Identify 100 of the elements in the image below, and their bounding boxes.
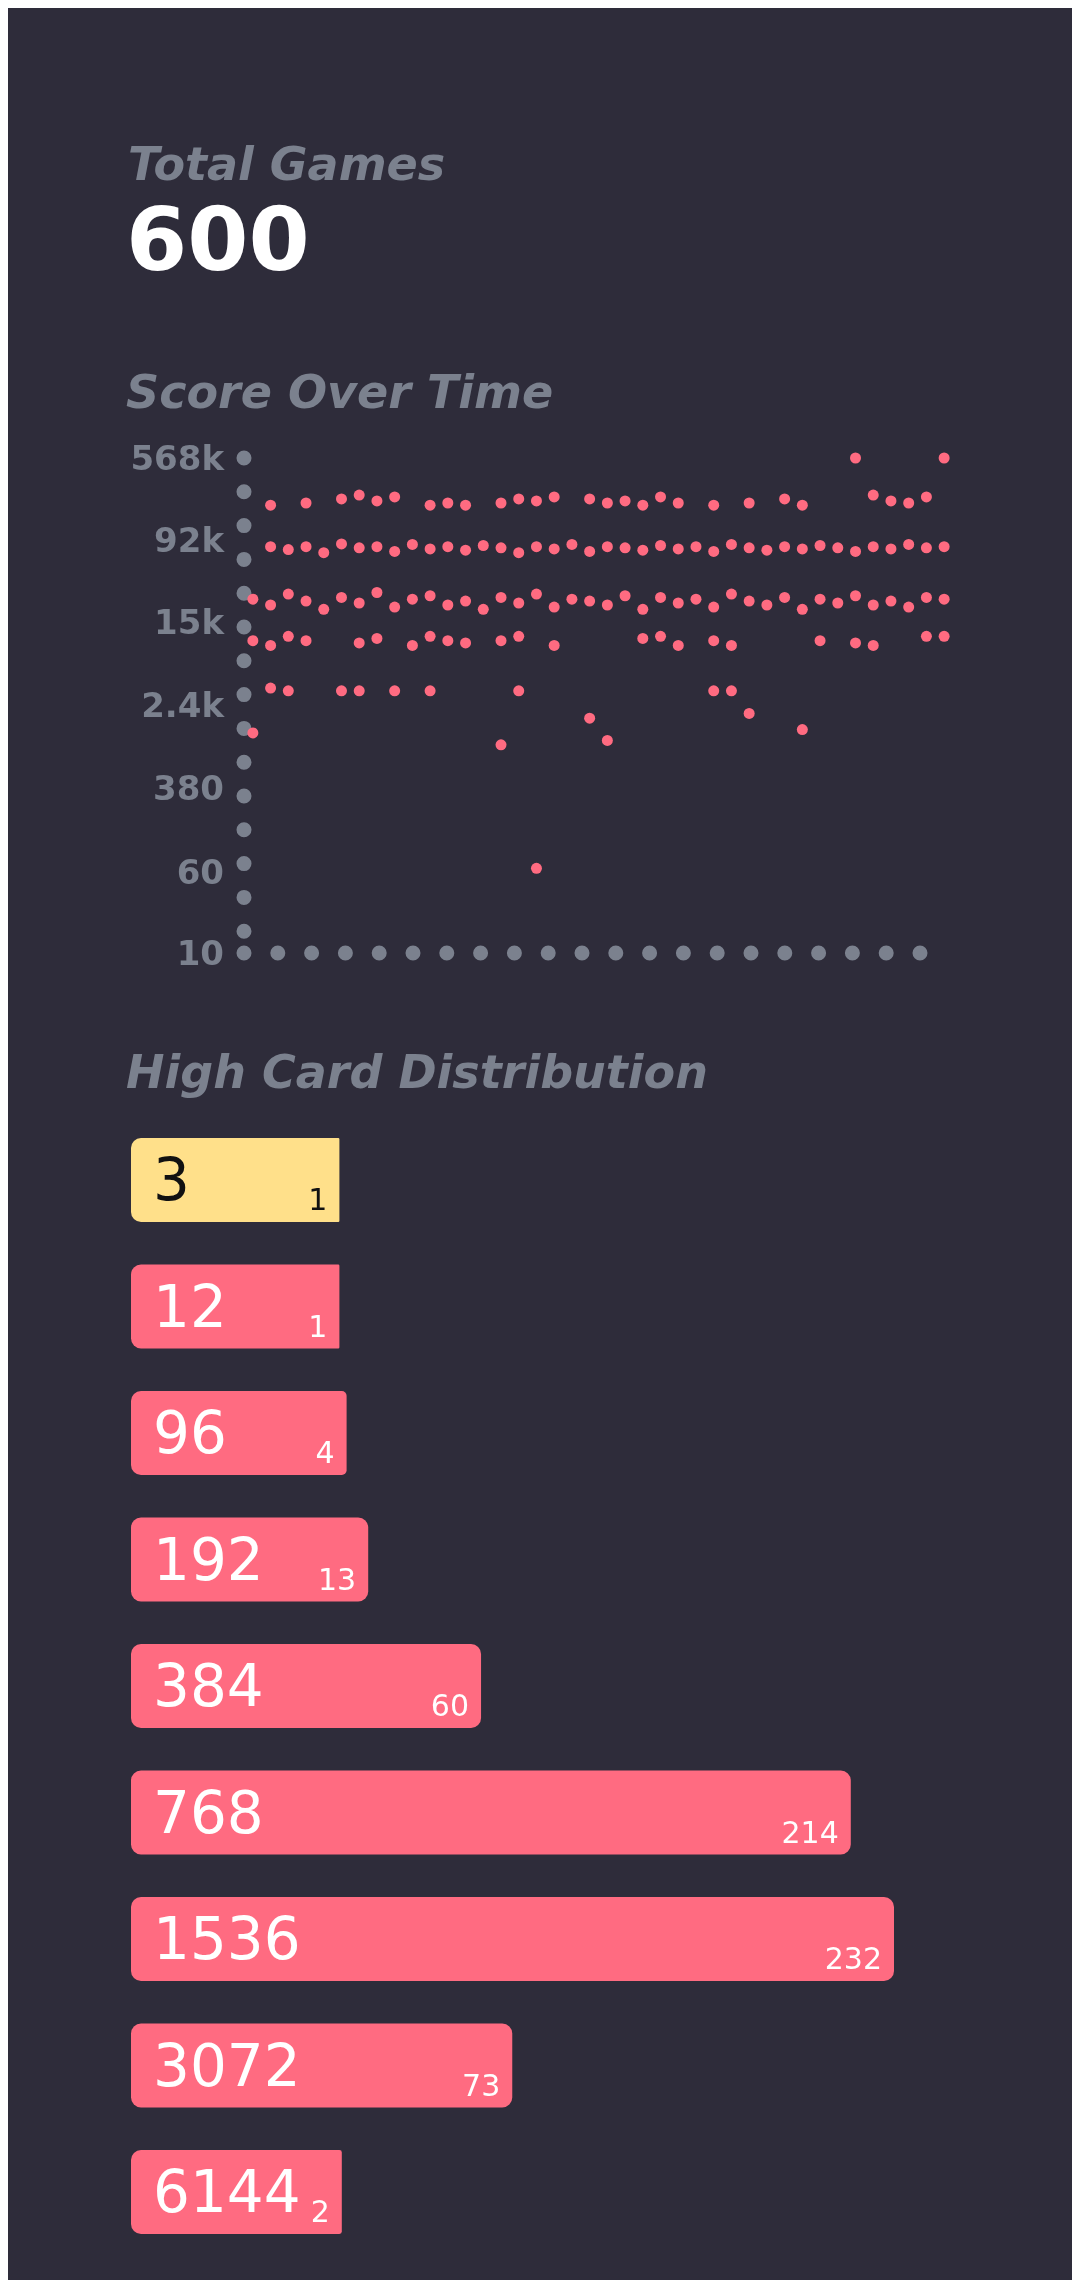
point [389, 545, 401, 557]
point [548, 491, 560, 503]
point [424, 630, 436, 642]
point [300, 497, 312, 509]
point [601, 734, 613, 746]
point [672, 543, 684, 555]
point [548, 601, 560, 613]
point [530, 588, 542, 600]
point [318, 547, 330, 559]
point [584, 595, 596, 607]
point [761, 544, 773, 556]
point [779, 493, 791, 505]
point [708, 545, 720, 557]
y-tick-label: 2.4k [141, 685, 226, 726]
point [796, 543, 808, 555]
y-tick-label: 10 [176, 932, 224, 973]
data-label: 1 [308, 1182, 328, 1217]
point [850, 545, 862, 557]
point [637, 632, 649, 644]
point [460, 544, 472, 556]
y-tick-label: 96 [153, 1399, 227, 1467]
point [850, 637, 862, 649]
point [655, 540, 667, 552]
point [371, 541, 383, 553]
point [353, 685, 365, 697]
point [495, 635, 507, 647]
point [265, 499, 277, 511]
point [389, 601, 401, 613]
point [708, 685, 720, 697]
point [690, 541, 702, 553]
point [371, 495, 383, 507]
point [584, 545, 596, 557]
point [548, 639, 560, 651]
point [672, 597, 684, 609]
y-tick-label: 6144 [153, 2158, 301, 2226]
point [265, 541, 277, 553]
point [513, 685, 525, 697]
point [938, 630, 950, 642]
y-tick-label: 1536 [153, 1905, 301, 1973]
point [530, 862, 542, 874]
point [690, 593, 702, 605]
point [530, 541, 542, 553]
point [353, 597, 365, 609]
data-label: 4 [315, 1435, 335, 1470]
point [637, 499, 649, 511]
point [725, 639, 737, 651]
point [779, 541, 791, 553]
point [920, 591, 932, 603]
text: Total Games [128, 137, 446, 191]
point [619, 495, 631, 507]
point [371, 587, 383, 599]
data-label: 214 [781, 1814, 839, 1850]
point [335, 538, 347, 550]
point [495, 739, 507, 751]
point [743, 497, 755, 509]
point [424, 590, 436, 602]
point [938, 452, 950, 464]
y-tick-label: 192 [153, 1525, 264, 1594]
point [850, 590, 862, 602]
point [867, 489, 879, 501]
point [371, 632, 383, 644]
point [601, 599, 613, 611]
point [495, 497, 507, 509]
point [601, 497, 613, 509]
point [867, 541, 879, 553]
y-tick-label: 3072 [153, 2031, 301, 2100]
point [300, 595, 312, 607]
point [637, 603, 649, 615]
y-tick-label: 60 [176, 851, 224, 892]
point [761, 599, 773, 611]
point [495, 591, 507, 603]
point [796, 724, 808, 736]
point [850, 452, 862, 464]
point [743, 595, 755, 607]
point [282, 630, 294, 642]
point [708, 499, 720, 511]
data-label: 73 [462, 2067, 501, 2103]
point [566, 538, 578, 550]
point [424, 685, 436, 697]
point [424, 499, 436, 511]
y-tick-label: 384 [153, 1652, 264, 1720]
point [725, 538, 737, 550]
point [814, 635, 826, 647]
point [566, 593, 578, 605]
point [920, 491, 932, 503]
point [247, 635, 259, 647]
y-tick-label: 92k [154, 520, 226, 561]
point [282, 588, 294, 600]
point [424, 543, 436, 555]
point [513, 547, 525, 559]
point [406, 538, 418, 550]
data-label: 1 [308, 1308, 328, 1344]
data-label: 232 [824, 1941, 882, 1976]
point [708, 635, 720, 647]
point [708, 601, 720, 613]
point [335, 591, 347, 603]
point [584, 712, 596, 724]
point [318, 603, 330, 615]
point [513, 597, 525, 609]
point [353, 637, 365, 649]
